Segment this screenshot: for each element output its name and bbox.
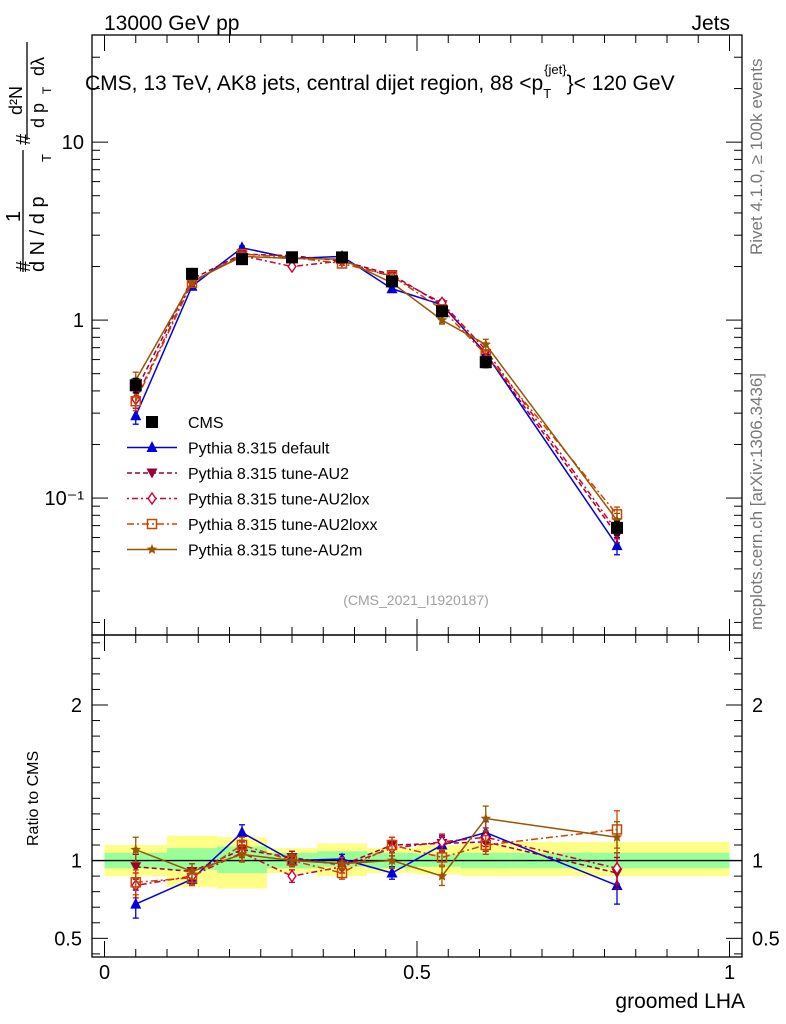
marker-triangle-down — [146, 468, 158, 479]
marker-triangle-up — [236, 826, 248, 838]
marker-square-open — [436, 852, 448, 863]
marker-triangle-up — [611, 539, 623, 551]
ratio-y-axis-label: Ratio to CMS — [25, 751, 42, 846]
marker-triangle-up — [386, 866, 398, 878]
series-line — [135, 254, 618, 532]
marker-triangle-up — [130, 897, 142, 909]
marker-triangle-up — [146, 441, 158, 452]
marker-square — [286, 251, 298, 264]
ratio-y-tick-label-right: 1 — [752, 851, 763, 873]
marker-diamond — [287, 869, 297, 883]
x-tick-label: 1 — [724, 962, 735, 984]
category-label: Jets — [691, 12, 730, 35]
marker-square — [336, 251, 348, 264]
marker-square-open — [130, 877, 141, 888]
marker-star — [186, 865, 198, 876]
main-series-group — [129, 241, 623, 556]
marker-star — [611, 831, 623, 842]
legend-label: Pythia 8.315 tune-AU2loxx — [188, 517, 377, 534]
marker-diamond — [437, 835, 447, 849]
main-y-tick-label: 10⁻¹ — [45, 488, 85, 510]
legend: CMS Pythia 8.315 default Pythia 8.315 tune… — [127, 415, 377, 560]
marker-triangle-down — [130, 862, 142, 873]
marker-square — [479, 356, 492, 369]
legend-entry: CMS — [146, 415, 224, 432]
x-tick-label: 0.5 — [403, 962, 431, 984]
stat-band-segment — [167, 848, 217, 870]
marker-star — [286, 855, 298, 865]
ratio-series-group — [130, 805, 623, 919]
legend-entry: Pythia 8.315 tune-AU2m — [127, 543, 362, 560]
marker-star — [146, 544, 158, 554]
marker-square — [386, 275, 398, 288]
ylabel-one: 1 — [3, 211, 25, 222]
marker-diamond — [287, 259, 297, 274]
main-panel: 10⁻¹ 1 10 — [45, 34, 743, 636]
marker-star — [236, 848, 248, 859]
marker-star — [130, 844, 141, 855]
marker-square — [611, 521, 623, 534]
legend-label: Pythia 8.315 tune-AU2m — [188, 543, 362, 560]
marker-triangle-up — [386, 282, 398, 294]
ylabel-hash-1: # — [13, 260, 35, 272]
x-tick-label: 0 — [99, 962, 110, 984]
analysis-watermark: (CMS_2021_I1920187) — [343, 592, 489, 608]
ratio-frame-border — [91, 634, 743, 958]
legend-entry: Pythia 8.315 tune-AU2loxx — [127, 517, 377, 534]
legend-label: Pythia 8.315 default — [188, 441, 330, 458]
marker-square — [186, 267, 198, 280]
marker-star — [436, 314, 448, 325]
energy-label: 13000 GeV pp — [104, 12, 239, 35]
main-y-tick-label: 1 — [73, 310, 84, 332]
ylabel-dlambda: dλ — [28, 57, 48, 76]
legend-label: Pythia 8.315 tune-AU2 — [188, 466, 349, 483]
ratio-y-tick-label-right: 0.5 — [752, 928, 780, 950]
main-title: CMS, 13 TeV, AK8 jets, central dijet reg… — [85, 62, 675, 101]
marker-square — [146, 416, 158, 428]
marker-star — [436, 870, 448, 881]
ylabel-hash-2: # — [13, 133, 35, 145]
marker-star — [386, 855, 398, 865]
legend-label: CMS — [188, 415, 224, 432]
marker-square-open — [386, 839, 398, 851]
ylabel-denominator-sub: T — [39, 154, 54, 162]
rivet-label: Rivet 4.1.0, ≥ 100k events — [747, 59, 766, 255]
ratio-y-tick-label-right: 2 — [752, 695, 763, 717]
ratio-y-tick-label: 0.5 — [54, 928, 82, 950]
legend-entry: Pythia 8.315 tune-AU2 — [127, 466, 349, 483]
marker-star — [480, 813, 491, 823]
main-y-axis-label: # 1 d N / d p T # d²N d p T dλ — [3, 42, 54, 272]
ratio-y-tick-label: 1 — [71, 851, 82, 873]
marker-square-open — [480, 839, 491, 851]
mcplots-label: mcplots.cern.ch [arXiv:1306.3436] — [747, 373, 766, 630]
legend-entry: Pythia 8.315 default — [127, 441, 330, 458]
marker-diamond — [612, 861, 622, 876]
main-y-tick-label: 10 — [62, 132, 84, 154]
ylabel-dp: d p — [28, 103, 48, 128]
marker-star — [480, 338, 491, 349]
legend-label: Pythia 8.315 tune-AU2lox — [188, 492, 369, 509]
marker-star — [336, 858, 348, 869]
legend-entry: Pythia 8.315 tune-AU2lox — [127, 492, 369, 509]
marker-square — [236, 253, 248, 266]
ylabel-denominator: d N / d p — [27, 196, 49, 272]
marker-square — [129, 379, 142, 392]
ratio-y-tick-label: 2 — [71, 695, 82, 717]
ylabel-dp-sub: T — [40, 86, 54, 94]
marker-square — [436, 305, 448, 318]
marker-square-open — [130, 395, 141, 407]
marker-square-open — [146, 518, 158, 530]
marker-star — [186, 275, 198, 286]
ylabel-numerator: d²N — [6, 86, 26, 115]
x-axis-label: groomed LHA — [615, 990, 745, 1013]
ratio-panel: 0.5 0.5 1 1 2 2 0 0.5 1 — [54, 634, 780, 984]
marker-diamond — [147, 491, 157, 506]
marker-triangle-up — [130, 409, 142, 421]
